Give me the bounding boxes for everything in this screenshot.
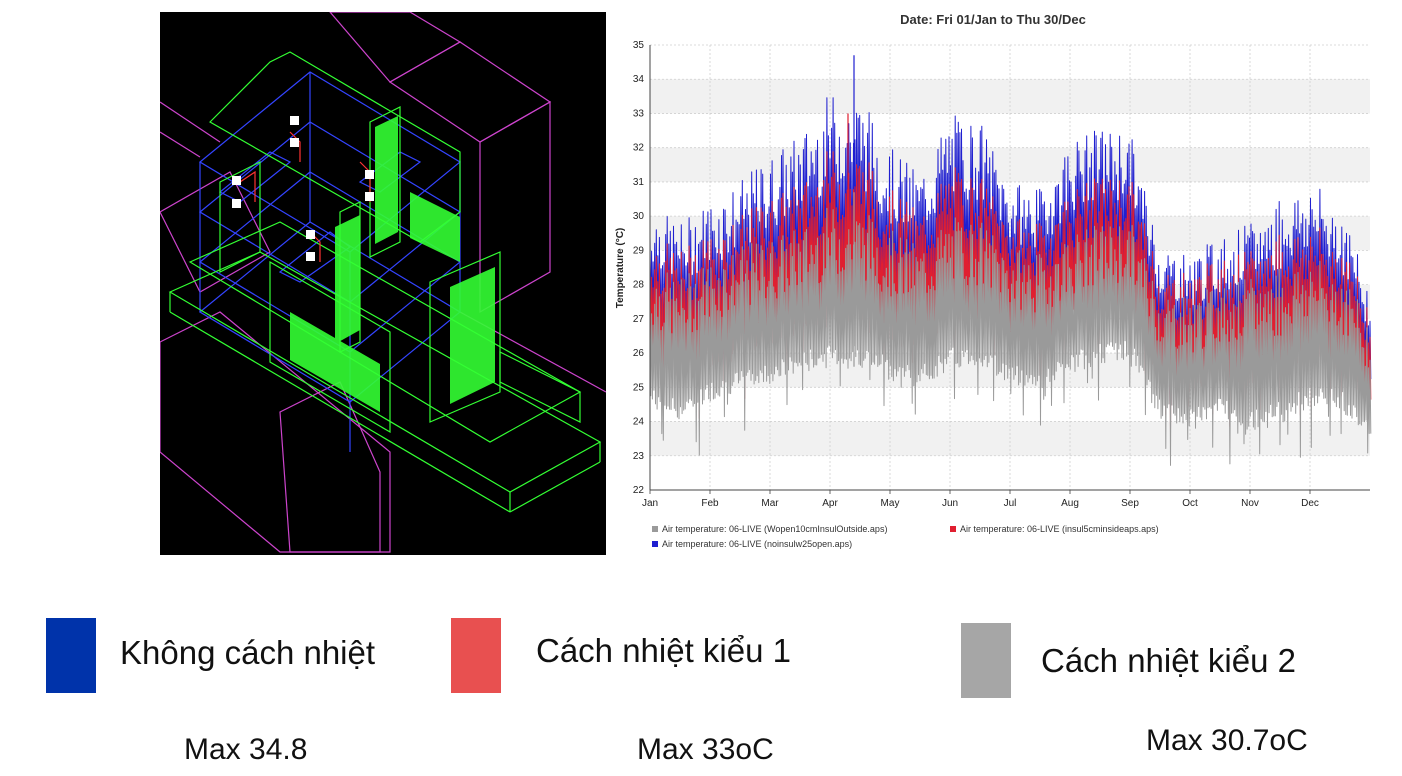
grid-band — [650, 79, 1370, 114]
stair-core — [429, 251, 501, 423]
base-podium — [188, 221, 582, 443]
legend-swatch-gray — [961, 623, 1011, 698]
y-tick-label: 22 — [633, 485, 645, 496]
sensor-point — [365, 170, 374, 179]
legend-label-insulation-type-1: Cách nhiệt kiểu 1 — [536, 632, 791, 669]
x-tick-label: Feb — [701, 498, 719, 509]
y-tick-label: 33 — [633, 108, 645, 119]
temperature-chart-svg: Date: Fri 01/Jan to Thu 30/Dec 22 23 24 25 2… — [615, 12, 1372, 549]
glazing-fill — [290, 312, 380, 412]
y-tick-label: 30 — [633, 211, 645, 222]
glazing-fill — [450, 267, 495, 404]
temperature-chart: Date: Fri 01/Jan to Thu 30/Dec 22 23 24 25 2… — [606, 0, 1382, 560]
glazing-fill — [410, 192, 460, 262]
max-value-no-insulation: Max 34.8 — [184, 733, 308, 766]
x-tick-label: Aug — [1061, 498, 1079, 509]
chart-legend-swatch — [652, 541, 658, 547]
sensor-point — [232, 199, 241, 208]
legend-label-insulation-type-2: Cách nhiệt kiểu 2 — [1041, 642, 1296, 679]
chart-legend-swatch — [652, 526, 658, 532]
max-value-insulation-type-1: Max 33oC — [637, 733, 774, 766]
y-tick-label: 32 — [633, 143, 645, 154]
context-block — [388, 41, 552, 143]
chart-legend-label: Air temperature: 06-LIVE (noinsulw25open… — [662, 539, 852, 549]
series-line — [649, 207, 1372, 466]
y-tick-label: 23 — [633, 451, 645, 462]
x-tick-label: Jan — [642, 498, 658, 509]
y-tick-label: 29 — [633, 245, 645, 256]
chart-legend-label: Air temperature: 06-LIVE (Wopen10cmInsul… — [662, 524, 887, 534]
chart-legend-label: Air temperature: 06-LIVE (insul5cminside… — [960, 524, 1159, 534]
context-block — [160, 171, 271, 293]
glazing-fill — [375, 116, 398, 244]
legend-label-no-insulation: Không cách nhiệt — [120, 634, 376, 671]
sensor-point — [232, 176, 241, 185]
y-tick-label: 34 — [633, 74, 645, 85]
x-tick-label: May — [881, 498, 900, 509]
context-block — [279, 381, 381, 553]
y-axis-label: Temperature (°C) — [615, 228, 626, 309]
grid-band — [650, 147, 1370, 182]
context-block — [479, 100, 551, 314]
sensor-point — [290, 116, 299, 125]
legend-swatch-red — [451, 618, 501, 693]
context-block — [329, 12, 462, 83]
sensor-point — [290, 138, 299, 147]
x-tick-label: Nov — [1241, 498, 1259, 509]
max-value-insulation-type-2: Max 30.7oC — [1146, 724, 1308, 757]
x-tick-label: Oct — [1182, 498, 1198, 509]
x-tick-label: Sep — [1121, 498, 1139, 509]
chart-title: Date: Fri 01/Jan to Thu 30/Dec — [900, 12, 1086, 27]
building-3d-model — [160, 12, 606, 555]
sensor-point — [306, 230, 315, 239]
y-tick-label: 25 — [633, 382, 645, 393]
sensor-point — [365, 192, 374, 201]
y-tick-label: 35 — [633, 40, 645, 51]
y-tick-label: 26 — [633, 348, 645, 359]
x-tick-label: Apr — [822, 498, 838, 509]
sensor-point — [306, 252, 315, 261]
y-tick-label: 27 — [633, 314, 645, 325]
y-tick-label: 24 — [633, 417, 645, 428]
ground-slab — [168, 251, 602, 493]
x-tick-label: Jun — [942, 498, 958, 509]
y-tick-label: 31 — [633, 177, 645, 188]
chart-legend-swatch — [950, 526, 956, 532]
x-tick-label: Dec — [1301, 498, 1319, 509]
x-tick-label: Mar — [761, 498, 779, 509]
glazing-fill — [335, 215, 360, 344]
x-tick-label: Jul — [1004, 498, 1017, 509]
y-tick-label: 28 — [633, 280, 645, 291]
building-3d-wireframe-icon — [160, 12, 606, 553]
legend-swatch-blue — [46, 618, 96, 693]
context-block — [160, 311, 391, 553]
